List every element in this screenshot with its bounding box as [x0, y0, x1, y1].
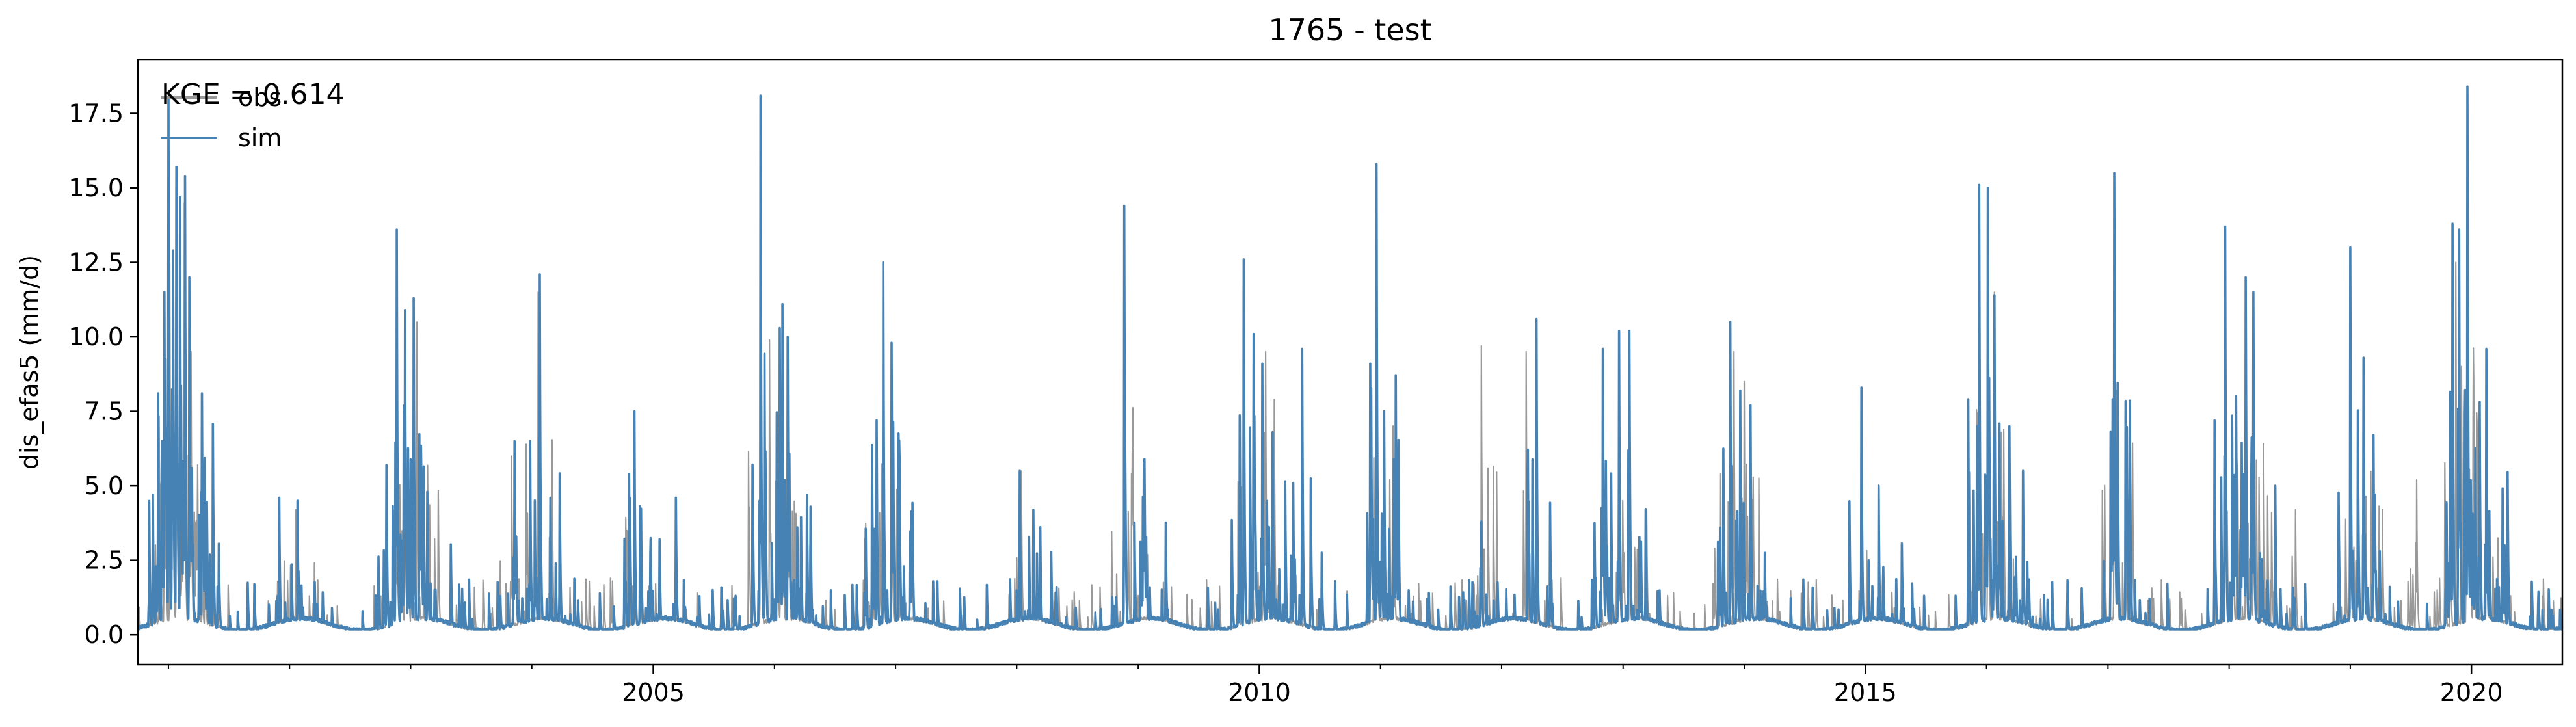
kge-annotation: KGE = 0.614 — [161, 78, 345, 111]
y-tick-label: 7.5 — [85, 397, 124, 426]
legend: obs sim — [161, 83, 282, 152]
y-tick-label: 17.5 — [68, 99, 124, 127]
chart-title: 1765 - test — [1268, 12, 1431, 47]
axes-layer: 0.0 2.5 5.0 7.5 10.0 12.5 15.0 17.5 2005 2010 2015… — [68, 99, 2503, 707]
y-tick-label: 2.5 — [85, 546, 124, 575]
legend-label-sim: sim — [238, 124, 282, 152]
y-tick-label: 0.0 — [85, 620, 124, 649]
series-layer — [137, 85, 2564, 631]
x-tick-label: 2015 — [1834, 678, 1897, 707]
y-tick-label: 10.0 — [68, 323, 124, 351]
series-line-sim — [137, 85, 2564, 631]
y-axis-label: dis_efas5 (mm/d) — [15, 255, 44, 469]
y-tick-label: 12.5 — [68, 248, 124, 277]
x-tick-label: 2005 — [622, 678, 685, 707]
y-tick-label: 15.0 — [68, 174, 124, 202]
plot-frame — [137, 59, 2564, 666]
x-tick-label: 2020 — [2440, 678, 2503, 707]
x-tick-label: 2010 — [1228, 678, 1291, 707]
y-tick-label: 5.0 — [85, 471, 124, 500]
legend-label-obs: obs — [238, 83, 282, 112]
